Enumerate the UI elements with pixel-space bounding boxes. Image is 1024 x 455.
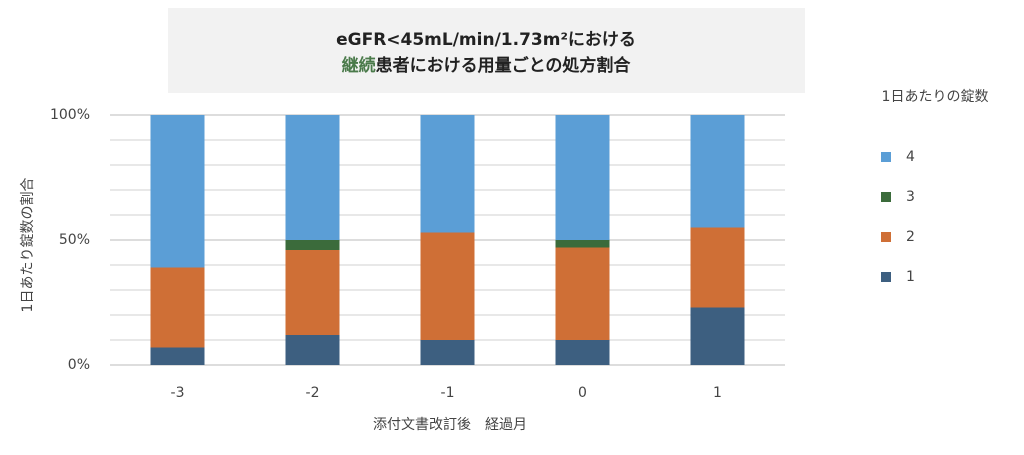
bar-segment <box>555 115 610 240</box>
x-tick-label: 0 <box>578 385 587 401</box>
x-tick-label: 1 <box>713 385 722 401</box>
bar-segment <box>150 347 205 365</box>
bar-segment <box>285 250 340 335</box>
bar-segment <box>285 115 340 240</box>
legend-title: 1日あたりの錠数 <box>882 89 989 105</box>
legend-label: 4 <box>906 149 915 165</box>
bar-segment <box>690 115 745 228</box>
bar-segment <box>420 340 475 365</box>
chart-title: eGFR<45mL/min/1.73m²における <box>336 30 636 50</box>
y-tick-label: 0% <box>68 357 90 373</box>
legend-swatch <box>881 272 891 282</box>
bar-segment <box>150 267 205 348</box>
legend-label: 1 <box>906 269 915 285</box>
legend-swatch <box>881 232 891 242</box>
bar-segment <box>555 340 610 365</box>
bar-segment <box>420 115 475 233</box>
title-box <box>168 8 805 93</box>
x-axis-label: 添付文書改訂後 経過月 <box>373 417 527 433</box>
x-tick-label: -2 <box>306 385 320 401</box>
bar-segment <box>690 307 745 365</box>
subtitle-highlight: 継続 <box>342 55 376 76</box>
bar-segment <box>420 232 475 340</box>
legend-label: 3 <box>906 189 915 205</box>
legend-swatch <box>881 152 891 162</box>
y-tick-label: 50% <box>59 232 90 248</box>
y-axis-label: 1日あたり錠数の割合 <box>19 178 36 313</box>
legend-swatch <box>881 192 891 202</box>
bar-segment <box>285 240 340 250</box>
bar-segment <box>285 335 340 365</box>
x-tick-label: -3 <box>171 385 185 401</box>
y-tick-label: 100% <box>50 107 90 123</box>
chart-subtitle: 継続患者における用量ごとの処方割合 <box>342 55 632 76</box>
bar-segment <box>555 247 610 340</box>
bar-segment <box>690 227 745 308</box>
bar-segment <box>555 240 610 248</box>
subtitle-text: 患者における用量ごとの処方割合 <box>376 55 632 76</box>
legend-label: 2 <box>906 229 915 245</box>
x-tick-label: -1 <box>441 385 455 401</box>
bar-segment <box>150 115 205 268</box>
